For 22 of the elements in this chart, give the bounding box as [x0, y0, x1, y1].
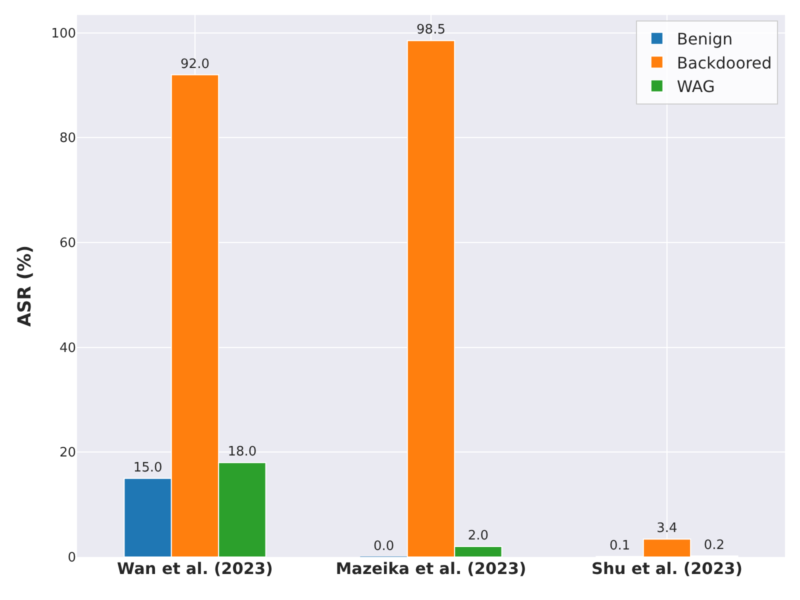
- data-label: 18.0: [228, 444, 257, 460]
- legend-label: Benign: [676, 30, 733, 49]
- data-label: 0.2: [704, 538, 725, 553]
- x-tick-label: Shu et al. (2023): [591, 559, 743, 578]
- data-label: 92.0: [180, 56, 210, 72]
- data-label: 0.1: [609, 538, 630, 554]
- x-tick-label: Mazeika et al. (2023): [336, 559, 526, 578]
- y-tick-label: 100: [51, 26, 76, 42]
- data-label: 0.0: [373, 539, 394, 554]
- data-label: 15.0: [133, 460, 162, 476]
- data-label: 2.0: [468, 528, 489, 544]
- data-label: 3.4: [656, 521, 678, 536]
- y-tick-label: 0: [68, 550, 76, 566]
- y-axis-title: ASR (%): [14, 245, 36, 327]
- y-tick-label: 80: [59, 131, 76, 146]
- legend-label: Backdoored: [676, 53, 772, 72]
- legend-label: WAG: [676, 77, 715, 96]
- x-tick-label: Wan et al. (2023): [117, 559, 273, 578]
- data-label: 98.5: [416, 22, 446, 38]
- y-tick-label: 60: [59, 236, 76, 252]
- y-tick-label: 40: [59, 340, 76, 356]
- y-tick-label: 20: [59, 446, 76, 461]
